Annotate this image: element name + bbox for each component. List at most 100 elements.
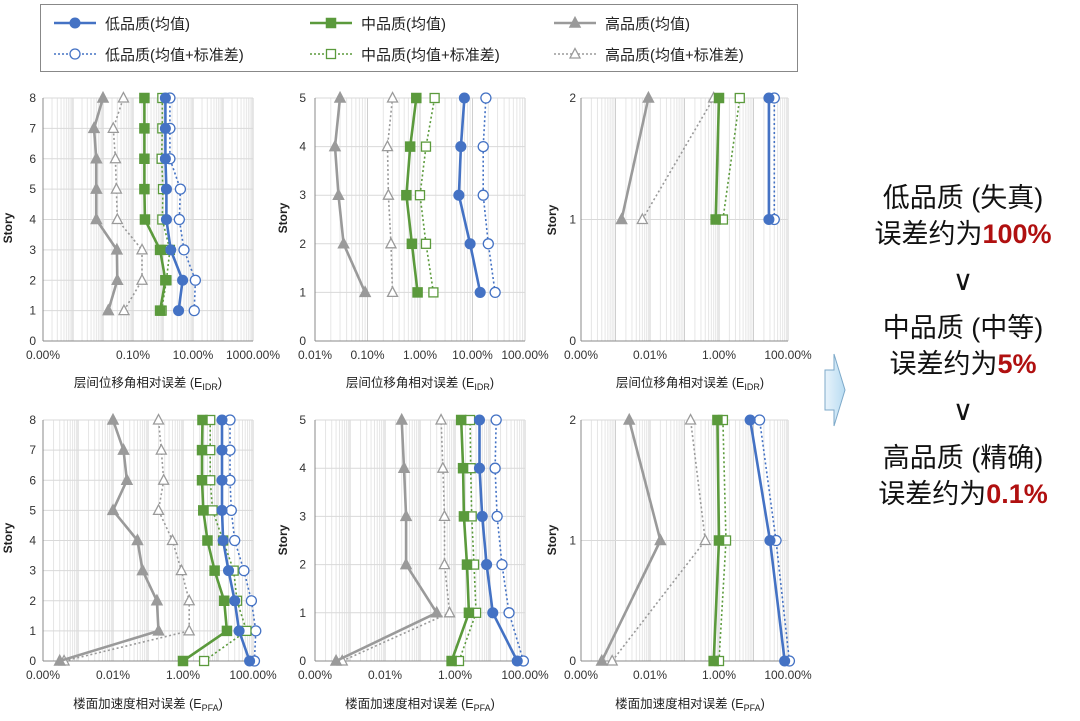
y-axis-title: Story xyxy=(276,202,290,233)
data-point xyxy=(229,534,241,547)
y-tick-label: 2 xyxy=(569,91,576,105)
data-point xyxy=(382,188,395,200)
chart-panel-3: 0 1 2 0.00% 0.01% 1.00% 100.00% Story 层间位移角相对误差 … xyxy=(545,90,812,392)
legend-label: 中品质(均值+标准差) xyxy=(361,46,500,64)
legend-symbol xyxy=(554,16,596,28)
data-point xyxy=(183,623,196,636)
y-tick-label: 0 xyxy=(299,334,306,348)
x-tick-label: 1.00% xyxy=(702,348,736,362)
data-point xyxy=(117,91,130,103)
data-point xyxy=(197,414,208,426)
y-axis-title: Story xyxy=(545,204,559,235)
data-point xyxy=(250,625,262,637)
data-point xyxy=(489,286,501,299)
data-point xyxy=(411,92,422,104)
data-point xyxy=(139,153,150,164)
x-tick-label: 0.01% xyxy=(368,668,402,682)
y-tick-label: 8 xyxy=(29,413,36,427)
data-point xyxy=(225,504,237,517)
x-tick-label: 0.00% xyxy=(298,668,332,682)
data-point xyxy=(358,285,372,298)
x-tick-label: 100.00% xyxy=(501,348,549,362)
x-tick-label: 0.00% xyxy=(564,348,598,362)
data-point xyxy=(412,287,423,298)
legend-symbol xyxy=(54,48,96,60)
y-tick-label: 2 xyxy=(29,273,36,287)
data-point xyxy=(420,238,432,249)
y-tick-label: 1 xyxy=(29,624,36,638)
legend-label: 低品质(均值) xyxy=(105,15,190,33)
series-line xyxy=(611,419,707,662)
y-tick-label: 3 xyxy=(29,243,36,257)
legend-label: 中品质(均值) xyxy=(361,15,446,33)
high-quality-error: 误差约为0.1% xyxy=(878,479,1048,509)
y-tick-label: 4 xyxy=(29,213,36,227)
data-point xyxy=(503,607,515,619)
data-point xyxy=(196,475,208,486)
data-point xyxy=(458,511,470,522)
x-axis-title: 楼面加速度相对误差 (EPFA) xyxy=(345,696,495,713)
y-tick-label: 1 xyxy=(299,285,306,299)
data-point xyxy=(333,90,347,103)
data-point xyxy=(397,461,411,473)
data-point xyxy=(455,414,467,426)
data-point xyxy=(744,414,756,426)
y-tick-label: 0 xyxy=(29,654,36,668)
data-point xyxy=(189,274,202,286)
data-point xyxy=(175,563,188,576)
chart-panel-1: 0 1 2 3 4 5 6 7 8 0.00% 0.10% 10.00% 1000.00% Story 层间… xyxy=(1,90,280,392)
data-point xyxy=(381,139,394,152)
data-point xyxy=(159,122,171,134)
legend-entry: 低品质(均值+标准差) xyxy=(53,43,244,65)
data-point xyxy=(96,90,110,103)
data-point xyxy=(474,286,486,298)
y-tick-label: 0 xyxy=(299,654,306,668)
data-point xyxy=(622,412,636,425)
data-point xyxy=(233,625,245,637)
data-point xyxy=(482,238,494,250)
data-point xyxy=(712,414,723,426)
data-point xyxy=(386,285,399,298)
data-point xyxy=(198,655,210,667)
data-point xyxy=(446,655,457,667)
legend-symbol xyxy=(310,17,352,29)
data-point xyxy=(406,238,418,250)
data-point xyxy=(154,305,166,316)
data-point xyxy=(455,141,467,153)
data-point xyxy=(177,274,189,286)
data-point xyxy=(160,213,172,226)
series-line xyxy=(112,97,143,312)
y-tick-label: 3 xyxy=(29,564,36,578)
chart-panel-6: 0 1 2 0.00% 0.01% 1.00% 100.00% Story 楼面加速度相对误差 … xyxy=(545,412,812,713)
data-point xyxy=(481,559,493,571)
data-point xyxy=(152,623,165,636)
low-quality-title: 低品质 (失真) xyxy=(882,183,1044,213)
data-point xyxy=(329,653,343,666)
data-point xyxy=(152,413,165,425)
data-point xyxy=(438,557,451,570)
x-tick-label: 10.00% xyxy=(452,348,493,362)
data-point xyxy=(244,655,256,667)
data-point xyxy=(216,474,228,486)
series-line xyxy=(335,419,439,663)
x-tick-label: 1.00% xyxy=(403,348,437,362)
data-point xyxy=(487,607,499,619)
series-line xyxy=(458,419,477,662)
data-point xyxy=(216,414,228,426)
data-point xyxy=(173,213,185,226)
data-point xyxy=(178,244,190,256)
data-point xyxy=(511,655,523,667)
high-quality-error-value: 0.1% xyxy=(986,479,1048,509)
triangle-marker-icon xyxy=(568,47,582,59)
legend-label: 高品质(均值+标准差) xyxy=(605,46,744,64)
y-tick-label: 1 xyxy=(29,304,36,318)
data-point xyxy=(117,303,131,316)
data-point xyxy=(150,593,164,606)
y-axis-title: Story xyxy=(1,522,15,553)
separator-vee: ∨ xyxy=(952,395,974,426)
y-tick-label: 7 xyxy=(29,443,36,457)
y-tick-label: 6 xyxy=(29,152,36,166)
data-point xyxy=(734,92,745,104)
data-point xyxy=(136,563,149,576)
data-point xyxy=(111,212,124,225)
